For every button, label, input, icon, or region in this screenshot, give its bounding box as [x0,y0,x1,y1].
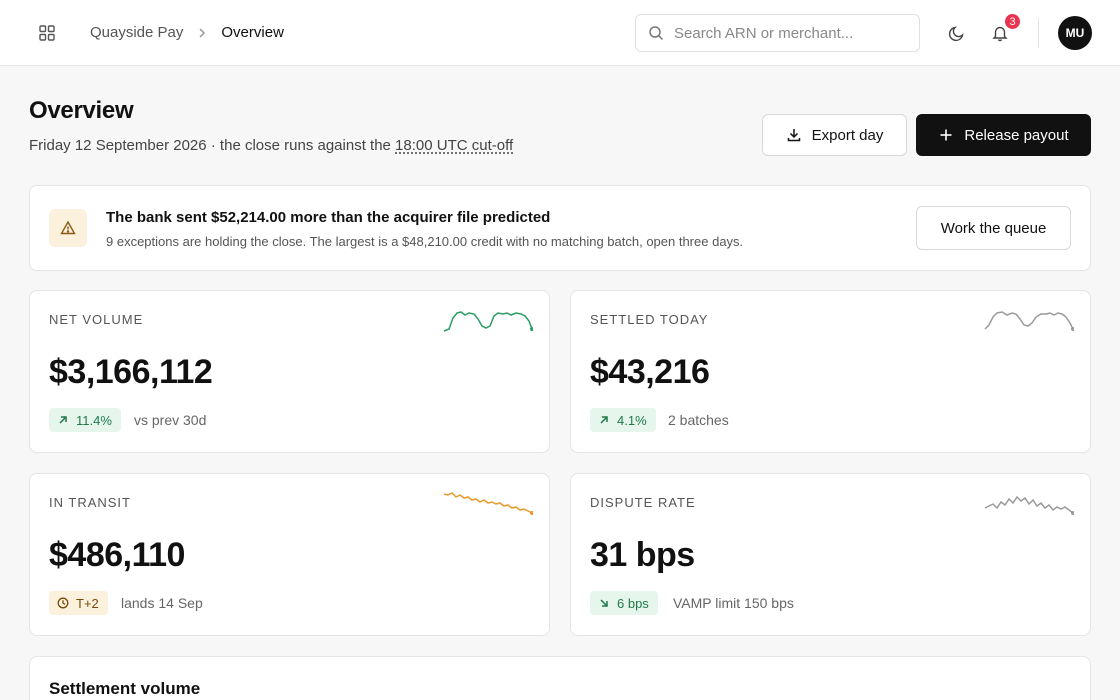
notifications-button[interactable] [986,19,1014,47]
top-bar: Quayside Pay Overview 3 MU [0,0,1120,66]
trend-pill: 11.4% [49,408,121,432]
settlement-term-pill: T+2 [49,591,108,615]
metric-value: $43,216 [590,353,710,391]
metric-label: IN TRANSIT [49,495,131,510]
metric-card-in-transit: IN TRANSIT $486,110 T+2 lands 14 Sep [29,473,550,636]
page-subtitle: Friday 12 September 2026 · the close run… [29,137,513,154]
metric-card-dispute-rate: DISPUTE RATE 31 bps 6 bps VAMP limit 150… [570,473,1091,636]
trend-value: 11.4% [76,412,112,428]
alert-text: 9 exceptions are holding the close. The … [106,234,744,249]
metric-note: lands 14 Sep [121,595,203,611]
release-payout-label: Release payout [964,126,1069,144]
metric-label: NET VOLUME [49,312,144,327]
work-queue-button[interactable]: Work the queue [916,206,1071,250]
moon-icon [948,26,964,42]
metric-label: DISPUTE RATE [590,495,696,510]
arrow-down-right-icon [600,599,608,607]
release-payout-button[interactable]: Release payout [916,114,1091,156]
settlement-volume-card: Settlement volume [29,656,1091,700]
search-box[interactable] [635,14,920,52]
metric-note: 2 batches [668,412,729,428]
metric-note: vs prev 30d [134,412,207,428]
breadcrumb-root[interactable]: Quayside Pay [90,24,184,41]
trend-pill: 6 bps [590,591,658,615]
search-icon [649,26,664,41]
download-icon [787,129,800,142]
header-divider [1038,18,1039,48]
alert-icon-box [49,209,87,247]
settlement-term: T+2 [76,595,99,611]
warning-triangle-icon [60,220,76,235]
reconciliation-alert: The bank sent $52,214.00 more than the a… [29,185,1091,271]
chevron-right-icon [199,27,206,38]
breadcrumb-current: Overview [221,24,284,41]
metric-note: VAMP limit 150 bps [673,595,794,611]
sparkline [443,492,533,515]
settlement-volume-title: Settlement volume [49,679,201,698]
breadcrumb: Quayside Pay Overview [90,24,284,41]
trend-value: 4.1% [617,412,647,428]
search-input[interactable] [674,24,904,42]
clock-icon [57,597,69,609]
plus-icon [940,129,952,141]
export-day-button[interactable]: Export day [762,114,907,156]
sparkline [984,311,1074,331]
alert-title: The bank sent $52,214.00 more than the a… [106,209,551,226]
sparkline [443,311,533,332]
metric-label: SETTLED TODAY [590,312,709,327]
bell-icon [992,26,1008,42]
trend-value: 6 bps [617,595,649,611]
subtitle-text: Friday 12 September 2026 · the close run… [29,137,396,154]
metric-value: $486,110 [49,536,185,574]
notification-badge: 3 [1003,12,1022,31]
cutoff-link[interactable]: 18:00 UTC cut-off [395,137,514,154]
metric-value: 31 bps [590,536,695,574]
metric-value: $3,166,112 [49,353,213,391]
metric-card-net-volume: NET VOLUME $3,166,112 11.4% vs prev 30d [29,290,550,453]
grid-icon[interactable] [38,24,56,42]
metric-card-settled-today: SETTLED TODAY $43,216 4.1% 2 batches [570,290,1091,453]
page-title: Overview [29,97,134,124]
trend-pill: 4.1% [590,408,656,432]
export-day-label: Export day [811,126,884,144]
avatar[interactable]: MU [1058,16,1092,50]
theme-toggle-button[interactable] [943,19,971,47]
sparkline [984,495,1074,515]
arrow-up-right-icon [600,416,608,424]
arrow-up-right-icon [59,416,67,424]
